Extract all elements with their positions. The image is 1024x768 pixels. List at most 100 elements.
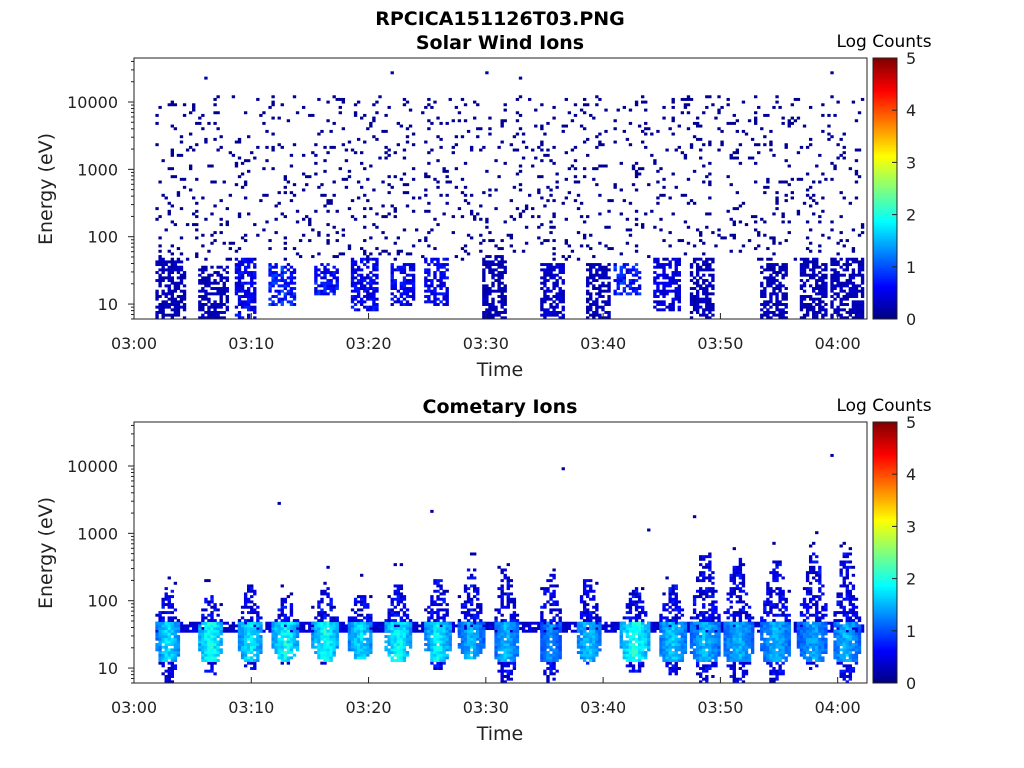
heatmap-cell <box>668 279 672 283</box>
heatmap-cell <box>662 265 666 269</box>
heatmap-cell <box>613 621 617 625</box>
heatmap-cell <box>741 129 746 133</box>
heatmap-cell <box>860 624 865 628</box>
heatmap-cell <box>613 140 617 144</box>
heatmap-cell <box>381 621 385 625</box>
heatmap-cell <box>399 643 404 647</box>
heatmap-cell <box>170 124 174 128</box>
heatmap-cell <box>363 193 367 197</box>
heatmap-cell <box>662 105 666 109</box>
heatmap-cell <box>277 613 281 617</box>
heatmap-cell <box>185 624 190 628</box>
heatmap-cell <box>280 627 284 631</box>
heatmap-cell <box>460 247 465 251</box>
heatmap-cell <box>243 645 248 649</box>
heatmap-cell <box>198 300 202 304</box>
heatmap-cell <box>167 167 171 171</box>
heatmap-cell <box>228 193 233 197</box>
heatmap-cell <box>637 292 642 296</box>
heatmap-cell <box>482 260 486 264</box>
heatmap-cell <box>363 289 367 293</box>
heatmap-cell <box>427 201 431 205</box>
heatmap-cell <box>491 268 495 272</box>
heatmap-cell <box>595 167 599 171</box>
heatmap-cell <box>705 212 709 216</box>
heatmap-cell <box>558 316 562 320</box>
heatmap-cell <box>247 305 251 309</box>
heatmap-cell <box>253 611 257 615</box>
heatmap-cell <box>839 273 843 277</box>
heatmap-cell <box>369 621 373 625</box>
heatmap-cell <box>582 236 587 240</box>
heatmap-cell <box>356 292 361 296</box>
heatmap-cell <box>396 648 401 652</box>
colorbar-segment <box>873 278 897 282</box>
heatmap-cell <box>259 643 263 647</box>
heatmap-cell <box>210 656 214 660</box>
heatmap-cell <box>305 629 309 633</box>
heatmap-cell <box>830 303 834 306</box>
heatmap-cell <box>185 629 190 633</box>
heatmap-cell <box>173 260 178 264</box>
heatmap-cell <box>836 241 840 245</box>
heatmap-cell <box>784 273 788 277</box>
heatmap-cell <box>323 643 327 647</box>
heatmap-cell <box>170 680 174 684</box>
heatmap-cell <box>705 263 709 267</box>
heatmap-cell <box>402 263 407 267</box>
heatmap-cell <box>268 629 272 633</box>
heatmap-cell <box>237 311 242 314</box>
heatmap-cell <box>256 653 260 657</box>
heatmap-cell <box>479 204 483 208</box>
heatmap-cell <box>295 619 300 623</box>
heatmap-cell <box>271 100 275 104</box>
heatmap-cell <box>485 295 489 298</box>
heatmap-cell <box>805 313 810 317</box>
heatmap-cell <box>390 271 394 275</box>
heatmap-cell <box>372 257 376 261</box>
heatmap-cell <box>818 297 822 301</box>
heatmap-cell <box>732 121 736 125</box>
heatmap-cell <box>170 619 174 623</box>
heatmap-cell <box>830 257 834 261</box>
heatmap-cell <box>167 603 171 607</box>
heatmap-cell <box>586 279 590 283</box>
heatmap-cell <box>402 265 407 269</box>
heatmap-cell <box>772 105 776 109</box>
heatmap-cell <box>356 619 361 623</box>
heatmap-cell <box>234 281 239 285</box>
heatmap-cell <box>360 268 364 272</box>
heatmap-cell <box>311 255 315 259</box>
heatmap-cell <box>283 215 287 219</box>
heatmap-cell <box>686 177 691 181</box>
heatmap-cell <box>418 629 422 633</box>
heatmap-cell <box>445 300 449 304</box>
heatmap-cell <box>402 228 407 232</box>
heatmap-cell <box>314 161 318 165</box>
heatmap-cell <box>695 292 700 296</box>
heatmap-cell <box>167 605 171 609</box>
heatmap-cell <box>610 627 614 631</box>
heatmap-cell <box>705 225 709 229</box>
heatmap-cell <box>317 621 321 625</box>
heatmap-cell <box>482 276 486 280</box>
heatmap-cell <box>677 300 681 304</box>
heatmap-cell <box>167 260 171 264</box>
heatmap-cell <box>402 621 407 625</box>
heatmap-cell <box>381 129 385 133</box>
heatmap-cell <box>488 193 492 197</box>
heatmap-cell <box>824 289 828 293</box>
heatmap-cell <box>356 268 361 272</box>
heatmap-cell <box>601 271 605 275</box>
heatmap-cell <box>503 300 507 304</box>
heatmap-cell <box>659 217 663 221</box>
heatmap-cell <box>427 268 431 272</box>
heatmap-cell <box>280 659 284 662</box>
heatmap-cell <box>207 632 211 636</box>
heatmap-cell <box>799 287 804 290</box>
heatmap-cell <box>833 297 837 301</box>
heatmap-cell <box>393 645 397 649</box>
heatmap-cell <box>695 257 700 261</box>
heatmap-cell <box>848 292 853 296</box>
heatmap-cell <box>671 297 675 301</box>
